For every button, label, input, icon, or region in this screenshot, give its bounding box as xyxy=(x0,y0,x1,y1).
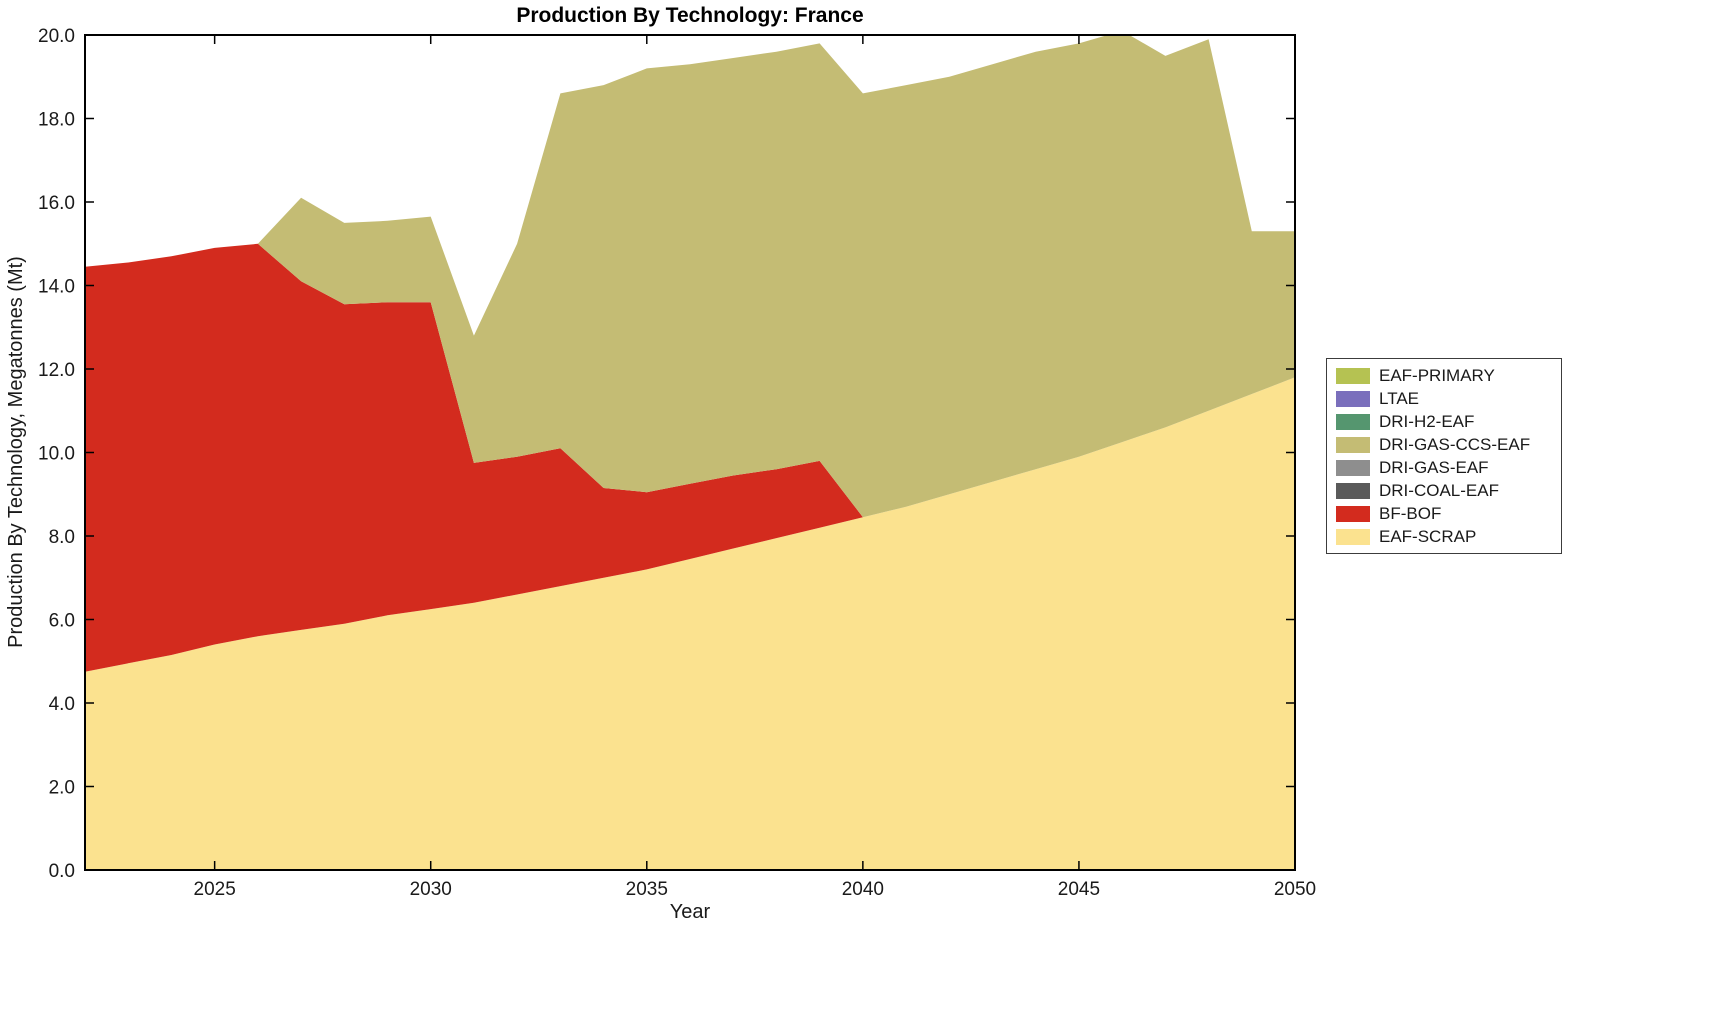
y-tick-label: 20.0 xyxy=(38,26,75,47)
y-tick-label: 14.0 xyxy=(38,277,75,298)
legend-label: LTAE xyxy=(1379,388,1419,408)
legend-swatch xyxy=(1336,436,1370,453)
area-BF-BOF xyxy=(85,243,1295,672)
legend-item-LTAE: LTAE xyxy=(1336,387,1552,410)
x-tick-label: 2040 xyxy=(842,879,884,900)
x-tick-label: 2050 xyxy=(1274,879,1316,900)
legend-label: EAF-SCRAP xyxy=(1379,526,1477,546)
legend-label: DRI-COAL-EAF xyxy=(1379,480,1499,500)
legend-swatch xyxy=(1336,482,1370,499)
legend-label: DRI-H2-EAF xyxy=(1379,411,1475,431)
legend-swatch xyxy=(1336,413,1370,430)
y-tick-label: 4.0 xyxy=(49,694,75,715)
y-axis-label: Production By Technology, Megatonnes (Mt… xyxy=(5,256,27,648)
x-tick-label: 2030 xyxy=(410,879,452,900)
legend: EAF-PRIMARY LTAE DRI-H2-EAF DRI-GAS-CCS-EAF… xyxy=(1326,358,1562,554)
y-tick-label: 8.0 xyxy=(49,527,75,548)
legend-item-EAF-SCRAP: EAF-SCRAP xyxy=(1336,525,1552,548)
legend-label: BF-BOF xyxy=(1379,503,1442,523)
legend-swatch xyxy=(1336,505,1370,522)
legend-swatch xyxy=(1336,528,1370,545)
legend-item-EAF-PRIMARY: EAF-PRIMARY xyxy=(1336,364,1552,387)
y-tick-label: 0.0 xyxy=(49,861,75,882)
y-tick-label: 10.0 xyxy=(38,444,75,465)
legend-item-BF-BOF: BF-BOF xyxy=(1336,502,1552,525)
legend-label: DRI-GAS-EAF xyxy=(1379,457,1489,477)
legend-item-DRI-H2-EAF: DRI-H2-EAF xyxy=(1336,410,1552,433)
y-tick-label: 18.0 xyxy=(38,110,75,131)
y-tick-label: 12.0 xyxy=(38,360,75,381)
legend-label: DRI-GAS-CCS-EAF xyxy=(1379,434,1531,454)
chart-title: Production By Technology: France xyxy=(516,4,864,27)
legend-swatch xyxy=(1336,367,1370,384)
x-tick-label: 2025 xyxy=(194,879,236,900)
y-tick-label: 16.0 xyxy=(38,193,75,214)
legend-item-DRI-COAL-EAF: DRI-COAL-EAF xyxy=(1336,479,1552,502)
x-tick-label: 2045 xyxy=(1058,879,1100,900)
legend-swatch xyxy=(1336,459,1370,476)
x-axis-label: Year xyxy=(669,901,711,923)
area-DRI-GAS-CCS-EAF xyxy=(85,35,1295,518)
y-tick-label: 2.0 xyxy=(49,778,75,799)
legend-label: EAF-PRIMARY xyxy=(1379,365,1495,385)
legend-item-DRI-GAS-CCS-EAF: DRI-GAS-CCS-EAF xyxy=(1336,433,1552,456)
legend-item-DRI-GAS-EAF: DRI-GAS-EAF xyxy=(1336,456,1552,479)
stacked-areas xyxy=(85,35,1295,870)
legend-swatch xyxy=(1336,390,1370,407)
y-tick-label: 6.0 xyxy=(49,611,75,632)
x-tick-label: 2035 xyxy=(626,879,668,900)
area-EAF-SCRAP xyxy=(85,377,1295,870)
